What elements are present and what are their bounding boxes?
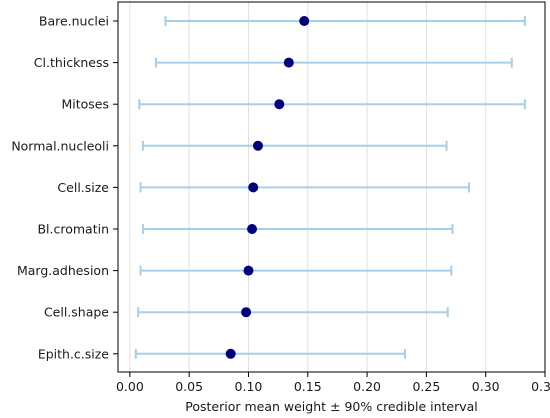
mean-point <box>225 348 236 359</box>
y-tick-label: Marg.adhesion <box>17 263 109 278</box>
y-tick-labels: Bare.nuclei Cl.thickness Mitoses Normal.nuc… <box>11 14 118 361</box>
mean-point <box>241 307 252 318</box>
x-tick-label: 0.05 <box>175 379 203 394</box>
x-tick-label: 0.20 <box>353 379 381 394</box>
mean-point <box>248 182 259 193</box>
mean-point <box>299 16 310 26</box>
mean-point <box>283 57 294 68</box>
y-tick-label: Cl.thickness <box>34 55 109 70</box>
x-tick-label: 0.25 <box>412 379 440 394</box>
x-axis-title: Posterior mean weight ± 90% credible int… <box>185 399 478 414</box>
x-tick-label: 0.10 <box>235 379 263 394</box>
x-tick-label: 0.35 <box>531 379 550 394</box>
x-tick-label: 0.15 <box>294 379 322 394</box>
x-tick-labels: 0.00 0.05 0.10 0.15 0.20 0.25 0.30 0.35 <box>116 372 550 394</box>
mean-point <box>252 140 263 151</box>
y-tick-label: Bl.cromatin <box>37 222 109 237</box>
credible-intervals <box>134 16 526 359</box>
plot-frame <box>117 1 546 373</box>
mean-point <box>274 99 285 110</box>
y-tick-label: Cell.size <box>57 180 109 195</box>
x-tick-label: 0.30 <box>472 379 500 394</box>
y-tick-label: Cell.shape <box>44 305 109 320</box>
x-tick-label: 0.00 <box>116 379 144 394</box>
y-tick-label: Epith.c.size <box>38 346 109 361</box>
y-tick-label: Bare.nuclei <box>39 14 109 29</box>
mean-point <box>243 265 254 276</box>
mean-points <box>225 16 310 359</box>
y-tick-label: Normal.nucleoli <box>11 138 109 153</box>
y-tick-label: Mitoses <box>61 97 109 112</box>
mean-point <box>247 224 258 234</box>
